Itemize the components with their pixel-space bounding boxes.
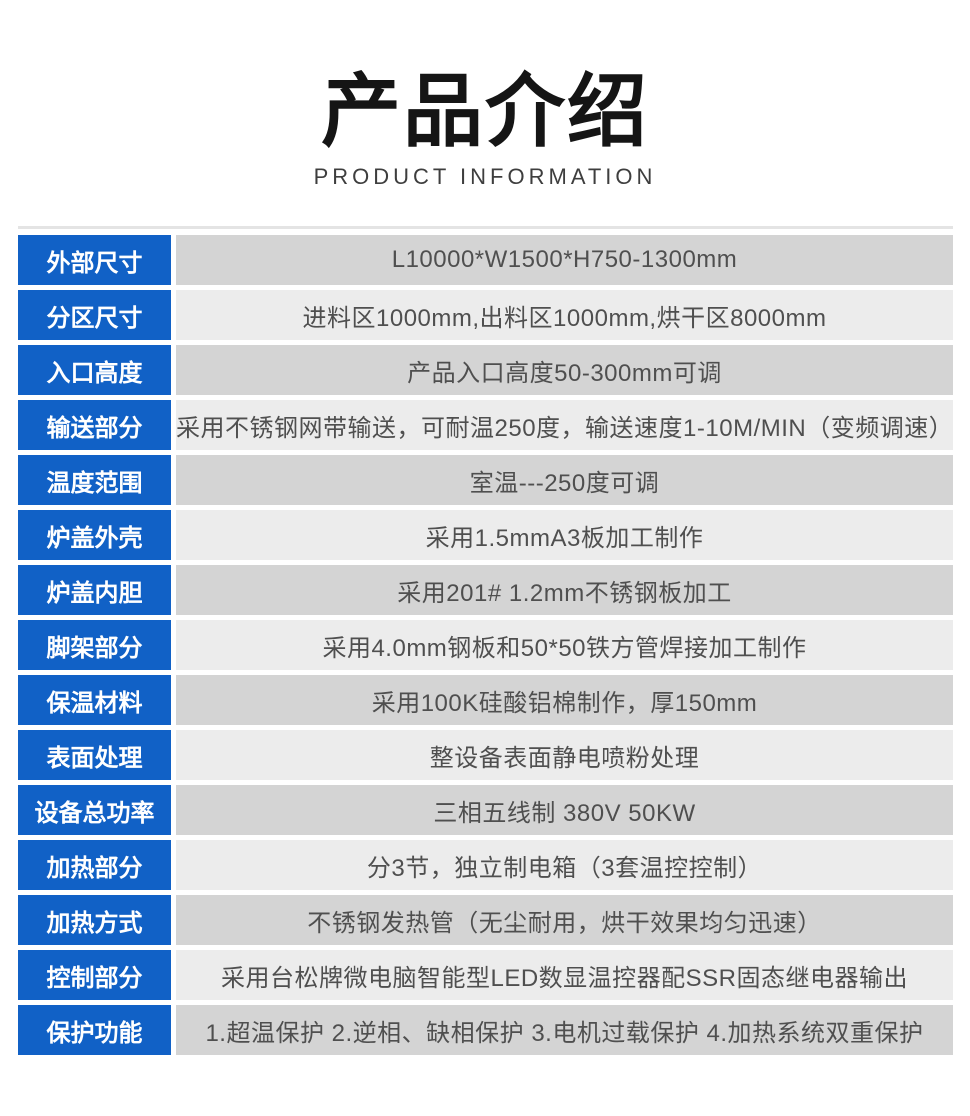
table-row: 表面处理 整设备表面静电喷粉处理 <box>18 730 953 780</box>
row-value: 采用不锈钢网带输送，可耐温250度，输送速度1-10M/MIN（变频调速） <box>176 400 954 450</box>
row-label: 脚架部分 <box>18 620 171 670</box>
row-value: 三相五线制 380V 50KW <box>176 785 953 835</box>
row-value: 分3节，独立制电箱（3套温控控制） <box>176 840 953 890</box>
row-label: 分区尺寸 <box>18 290 171 340</box>
table-row: 加热方式 不锈钢发热管（无尘耐用，烘干效果均匀迅速） <box>18 895 953 945</box>
row-label: 输送部分 <box>18 400 171 450</box>
row-value: L10000*W1500*H750-1300mm <box>176 235 953 285</box>
row-value: 采用100K硅酸铝棉制作，厚150mm <box>176 675 953 725</box>
row-value: 进料区1000mm,出料区1000mm,烘干区8000mm <box>176 290 953 340</box>
row-label: 炉盖外壳 <box>18 510 171 560</box>
row-value: 采用台松牌微电脑智能型LED数显温控器配SSR固态继电器输出 <box>176 950 953 1000</box>
page-title: 产品介绍 <box>321 67 649 156</box>
page-header: 产品介绍 PRODUCT INFORMATION <box>0 0 970 190</box>
table-row: 设备总功率 三相五线制 380V 50KW <box>18 785 953 835</box>
table-row: 加热部分 分3节，独立制电箱（3套温控控制） <box>18 840 953 890</box>
row-value: 室温---250度可调 <box>176 455 953 505</box>
row-label: 加热部分 <box>18 840 171 890</box>
spec-table: 外部尺寸 L10000*W1500*H750-1300mm 分区尺寸 进料区1000m… <box>18 235 954 1055</box>
row-label: 外部尺寸 <box>18 235 171 285</box>
table-row: 入口高度 产品入口高度50-300mm可调 <box>18 345 953 395</box>
row-value: 不锈钢发热管（无尘耐用，烘干效果均匀迅速） <box>176 895 953 945</box>
table-row: 脚架部分 采用4.0mm钢板和50*50铁方管焊接加工制作 <box>18 620 953 670</box>
table-row: 温度范围 室温---250度可调 <box>18 455 953 505</box>
row-label: 炉盖内胆 <box>18 565 171 615</box>
table-row: 保护功能 1.超温保护 2.逆相、缺相保护 3.电机过载保护 4.加热系统双重保护 <box>18 1005 953 1055</box>
row-label: 保护功能 <box>18 1005 171 1055</box>
table-row: 输送部分 采用不锈钢网带输送，可耐温250度，输送速度1-10M/MIN（变频调速… <box>18 400 954 450</box>
table-row: 保温材料 采用100K硅酸铝棉制作，厚150mm <box>18 675 953 725</box>
row-value: 1.超温保护 2.逆相、缺相保护 3.电机过载保护 4.加热系统双重保护 <box>176 1005 953 1055</box>
row-label: 控制部分 <box>18 950 171 1000</box>
row-value: 采用4.0mm钢板和50*50铁方管焊接加工制作 <box>176 620 953 670</box>
page-subtitle: PRODUCT INFORMATION <box>313 164 657 189</box>
table-row: 控制部分 采用台松牌微电脑智能型LED数显温控器配SSR固态继电器输出 <box>18 950 953 1000</box>
row-label: 温度范围 <box>18 455 171 505</box>
row-value: 采用201# 1.2mm不锈钢板加工 <box>176 565 953 615</box>
table-row: 外部尺寸 L10000*W1500*H750-1300mm <box>18 235 953 285</box>
spec-table-section: 外部尺寸 L10000*W1500*H750-1300mm 分区尺寸 进料区1000m… <box>18 226 954 1055</box>
row-value: 整设备表面静电喷粉处理 <box>176 730 953 780</box>
row-label: 表面处理 <box>18 730 171 780</box>
top-divider <box>18 226 953 229</box>
row-value: 采用1.5mmA3板加工制作 <box>176 510 953 560</box>
table-row: 分区尺寸 进料区1000mm,出料区1000mm,烘干区8000mm <box>18 290 953 340</box>
table-row: 炉盖外壳 采用1.5mmA3板加工制作 <box>18 510 953 560</box>
row-label: 保温材料 <box>18 675 171 725</box>
row-label: 设备总功率 <box>18 785 171 835</box>
table-row: 炉盖内胆 采用201# 1.2mm不锈钢板加工 <box>18 565 953 615</box>
row-label: 加热方式 <box>18 895 171 945</box>
row-value: 产品入口高度50-300mm可调 <box>176 345 953 395</box>
row-label: 入口高度 <box>18 345 171 395</box>
